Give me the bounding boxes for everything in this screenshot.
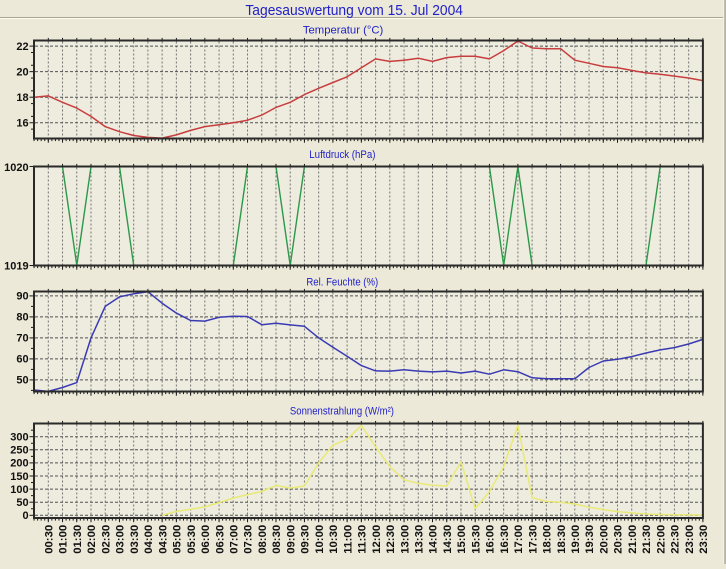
svg-text:07:30: 07:30 <box>243 525 255 554</box>
svg-text:06:30: 06:30 <box>214 525 226 554</box>
svg-text:22:30: 22:30 <box>670 525 682 554</box>
svg-text:10:00: 10:00 <box>314 525 326 554</box>
svg-text:14:30: 14:30 <box>442 525 454 554</box>
svg-text:70: 70 <box>16 333 28 345</box>
svg-text:09:30: 09:30 <box>300 525 312 554</box>
svg-text:01:30: 01:30 <box>72 525 84 554</box>
svg-text:150: 150 <box>10 471 28 483</box>
svg-text:21:00: 21:00 <box>627 525 639 554</box>
svg-text:22: 22 <box>16 41 28 53</box>
svg-text:16: 16 <box>16 118 28 130</box>
svg-text:15:30: 15:30 <box>470 525 482 554</box>
svg-text:10:30: 10:30 <box>328 525 340 554</box>
svg-text:04:30: 04:30 <box>157 525 169 554</box>
svg-text:07:00: 07:00 <box>228 525 240 554</box>
svg-text:20:30: 20:30 <box>613 525 625 554</box>
svg-text:250: 250 <box>10 445 28 457</box>
svg-text:11:30: 11:30 <box>357 525 369 554</box>
svg-text:60: 60 <box>16 354 28 366</box>
svg-text:18:00: 18:00 <box>542 525 554 554</box>
svg-text:01:00: 01:00 <box>58 525 70 554</box>
svg-text:06:00: 06:00 <box>200 525 212 554</box>
svg-text:Sonnenstrahlung (W/m²): Sonnenstrahlung (W/m²) <box>290 405 394 417</box>
svg-text:05:30: 05:30 <box>186 525 198 554</box>
svg-text:16:30: 16:30 <box>499 525 511 554</box>
svg-text:19:30: 19:30 <box>584 525 596 554</box>
svg-text:04:00: 04:00 <box>143 525 155 554</box>
svg-text:11:00: 11:00 <box>342 525 354 554</box>
svg-text:Temperatur (°C): Temperatur (°C) <box>303 24 383 36</box>
svg-text:13:30: 13:30 <box>413 525 425 554</box>
svg-text:Rel. Feuchte (%): Rel. Feuchte (%) <box>306 277 378 289</box>
svg-text:0: 0 <box>22 510 28 522</box>
svg-text:02:00: 02:00 <box>86 525 98 554</box>
svg-text:12:30: 12:30 <box>385 525 397 554</box>
svg-text:20: 20 <box>16 67 28 79</box>
svg-text:16:00: 16:00 <box>485 525 497 554</box>
svg-text:90: 90 <box>16 291 28 303</box>
svg-text:22:00: 22:00 <box>655 525 667 554</box>
svg-text:300: 300 <box>10 432 28 444</box>
svg-text:14:00: 14:00 <box>428 525 440 554</box>
svg-text:18: 18 <box>16 92 28 104</box>
svg-text:50: 50 <box>16 497 28 509</box>
svg-text:21:30: 21:30 <box>641 525 653 554</box>
svg-text:13:00: 13:00 <box>399 525 411 554</box>
svg-text:08:30: 08:30 <box>271 525 283 554</box>
svg-text:05:00: 05:00 <box>172 525 184 554</box>
svg-text:02:30: 02:30 <box>100 525 112 554</box>
svg-text:23:00: 23:00 <box>684 525 696 554</box>
svg-text:23:30: 23:30 <box>698 525 710 554</box>
svg-text:Tagesauswertung vom 15. Jul 20: Tagesauswertung vom 15. Jul 2004 <box>245 2 463 19</box>
svg-text:12:00: 12:00 <box>371 525 383 554</box>
svg-text:08:00: 08:00 <box>257 525 269 554</box>
svg-text:15:00: 15:00 <box>456 525 468 554</box>
svg-text:03:30: 03:30 <box>129 525 141 554</box>
svg-text:18:30: 18:30 <box>556 525 568 554</box>
svg-text:Luftdruck (hPa): Luftdruck (hPa) <box>309 149 375 161</box>
svg-text:17:30: 17:30 <box>527 525 539 554</box>
svg-text:100: 100 <box>10 484 28 496</box>
svg-text:1020: 1020 <box>4 162 28 174</box>
svg-text:19:00: 19:00 <box>570 525 582 554</box>
svg-text:200: 200 <box>10 458 28 470</box>
svg-text:80: 80 <box>16 312 28 324</box>
svg-text:20:00: 20:00 <box>598 525 610 554</box>
svg-text:50: 50 <box>16 375 28 387</box>
svg-text:17:00: 17:00 <box>513 525 525 554</box>
svg-text:1019: 1019 <box>4 261 28 273</box>
svg-text:03:00: 03:00 <box>115 525 127 554</box>
svg-text:00:30: 00:30 <box>44 525 56 554</box>
svg-text:09:00: 09:00 <box>285 525 297 554</box>
